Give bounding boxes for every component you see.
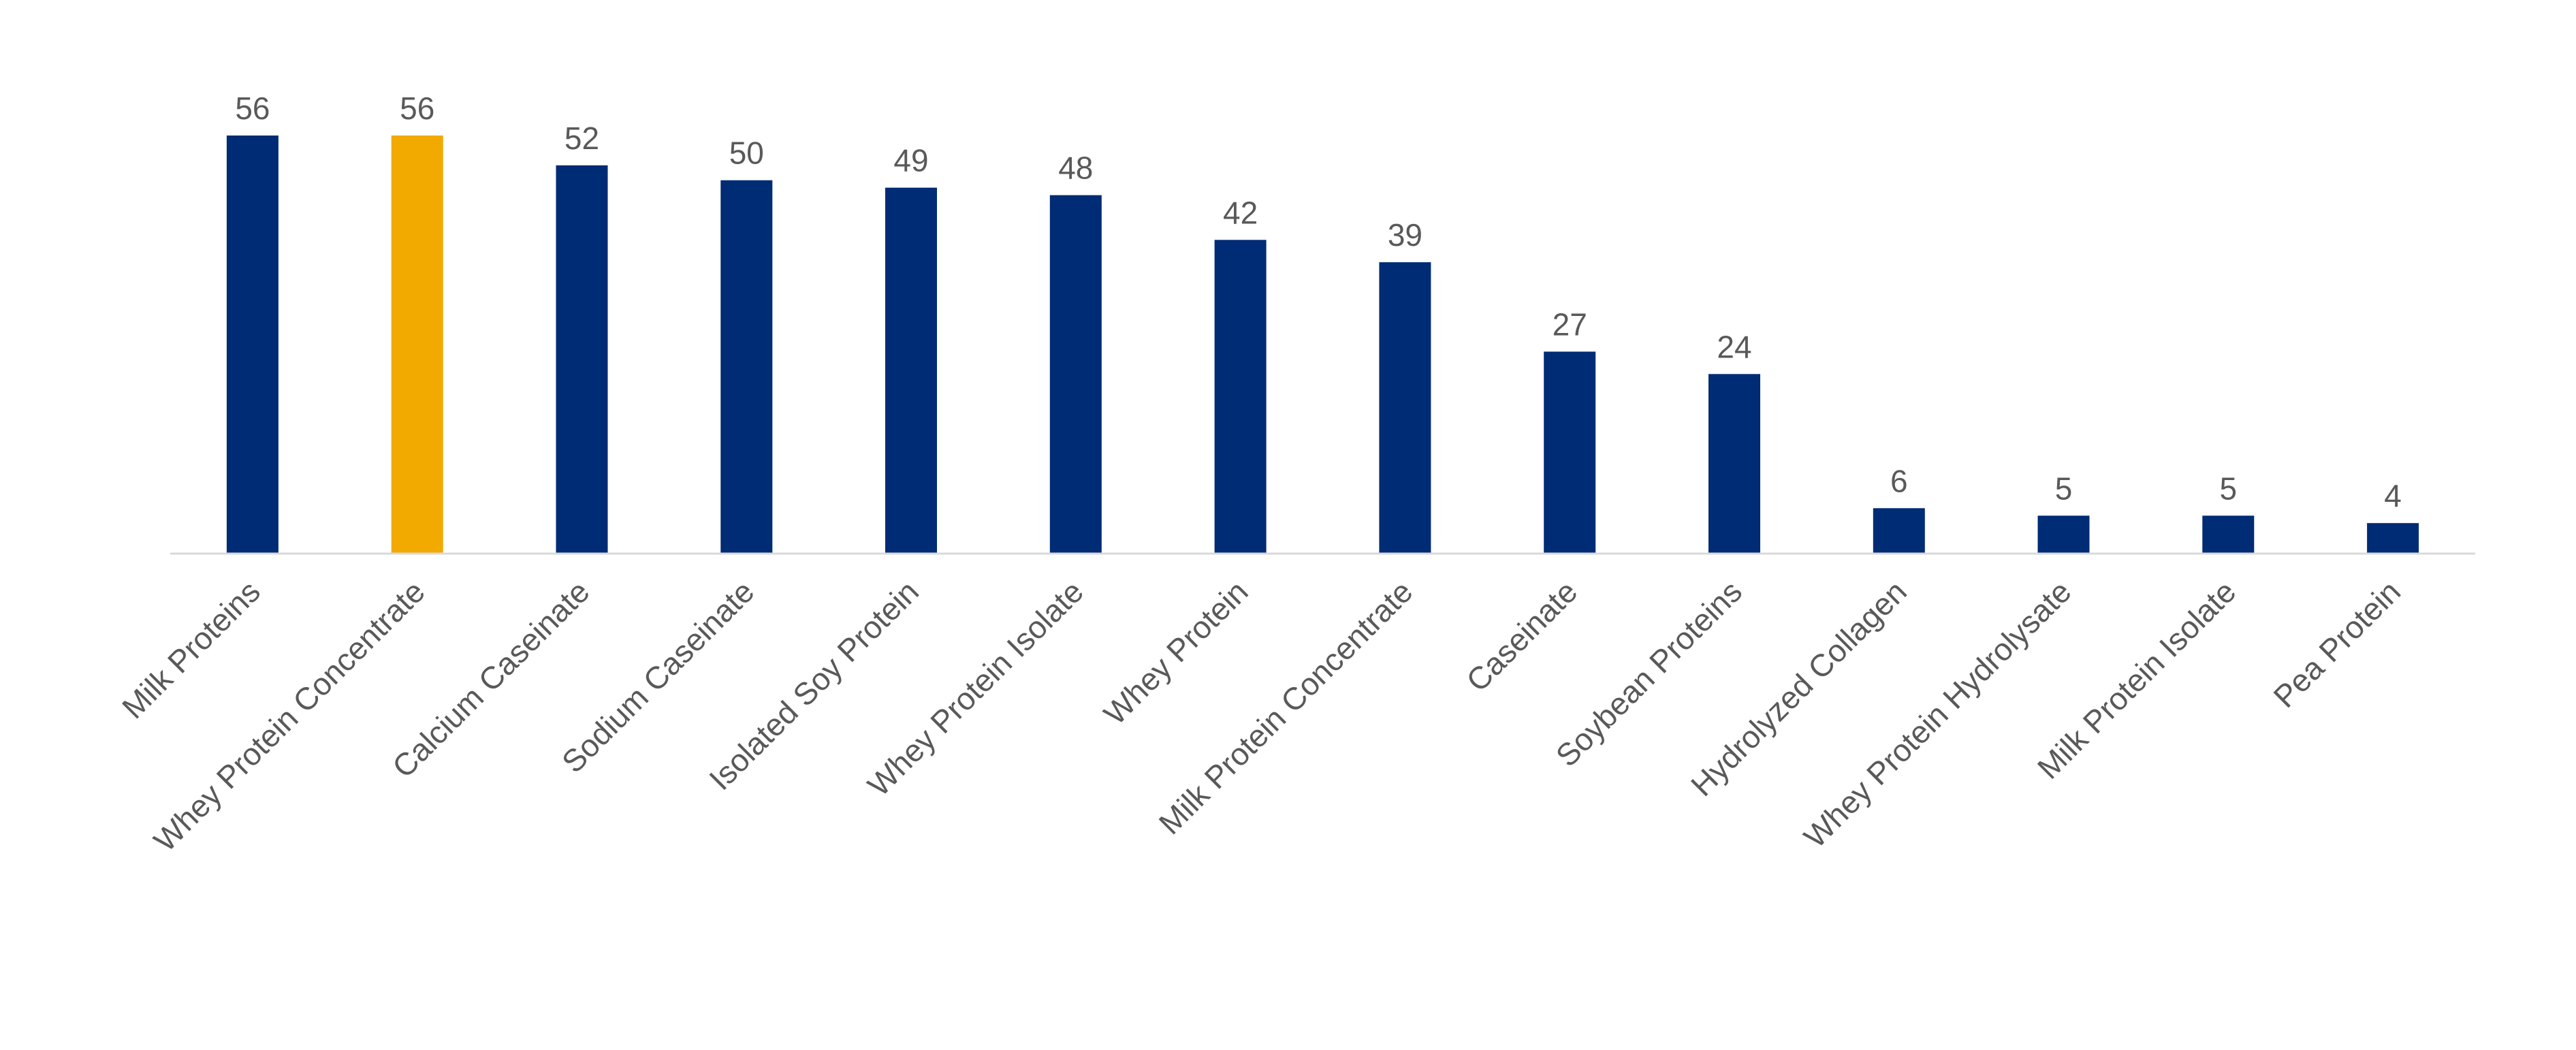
bar-milk-protein-concentrate xyxy=(1379,262,1431,553)
data-label-soybean-proteins: 24 xyxy=(1717,329,1751,364)
data-label-hydrolyzed-collagen: 6 xyxy=(1890,463,1908,498)
data-label-whey-protein-hydrolysate: 5 xyxy=(2055,471,2073,506)
data-label-whey-protein: 42 xyxy=(1223,195,1258,230)
bar-calcium-caseinate xyxy=(556,165,608,554)
bar-soybean-proteins xyxy=(1708,374,1760,553)
x-tick-label-caseinate: Caseinate xyxy=(1459,573,1584,698)
x-tick-label-whey-protein-hydrolysate: Whey Protein Hydrolysate xyxy=(1797,573,2078,855)
bar-whey-protein-hydrolysate xyxy=(2037,515,2090,553)
data-label-calcium-caseinate: 52 xyxy=(565,121,599,156)
bar-whey-protein-concentrate xyxy=(391,136,443,553)
x-tick-label-milk-proteins: Milk Proteins xyxy=(115,573,267,725)
data-label-caseinate: 27 xyxy=(1553,306,1587,342)
data-label-milk-proteins: 56 xyxy=(235,91,270,126)
data-label-pea-protein: 4 xyxy=(2384,478,2402,513)
data-label-whey-protein-concentrate: 56 xyxy=(400,91,434,126)
data-label-milk-protein-concentrate: 39 xyxy=(1388,217,1422,253)
data-label-isolated-soy-protein: 49 xyxy=(893,143,928,178)
bar-whey-protein-isolate xyxy=(1049,195,1102,554)
data-label-sodium-caseinate: 50 xyxy=(729,136,764,171)
bar-isolated-soy-protein xyxy=(885,187,937,554)
x-tick-label-whey-protein: Whey Protein xyxy=(1097,573,1255,731)
bar-pea-protein xyxy=(2367,523,2419,553)
bar-hydrolyzed-collagen xyxy=(1873,508,1925,553)
bars-group xyxy=(226,136,2419,554)
bar-milk-protein-isolate xyxy=(2202,515,2255,553)
bar-whey-protein xyxy=(1214,240,1267,554)
data-label-whey-protein-isolate: 48 xyxy=(1058,150,1093,186)
bar-caseinate xyxy=(1544,351,1596,553)
data-label-milk-protein-isolate: 5 xyxy=(2220,471,2238,506)
bar-sodium-caseinate xyxy=(720,180,773,553)
x-tick-label-whey-protein-concentrate: Whey Protein Concentrate xyxy=(147,573,432,858)
x-tick-label-pea-protein: Pea Protein xyxy=(2266,573,2407,714)
value-labels-group: 56 56 52 50 49 48 42 39 27 24 6 5 5 4 xyxy=(235,91,2402,513)
bar-milk-proteins xyxy=(226,136,279,553)
